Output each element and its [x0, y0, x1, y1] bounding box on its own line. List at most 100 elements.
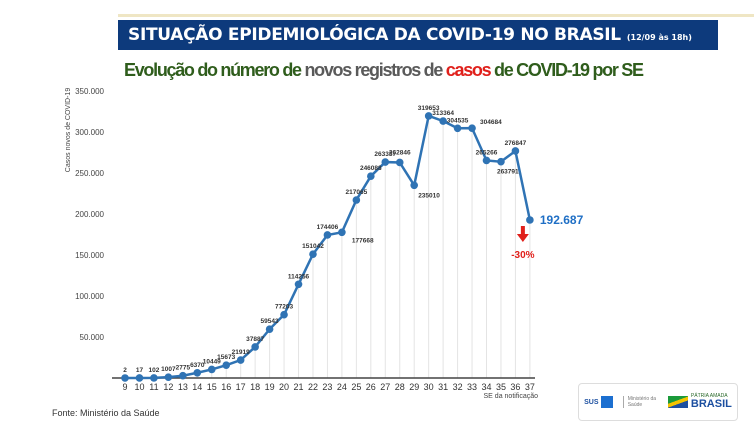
- header-bar: SITUAÇÃO EPIDEMIOLÓGICA DA COVID-19 NO B…: [118, 20, 718, 50]
- data-point: [410, 181, 419, 190]
- x-tick-label: 30: [424, 382, 434, 392]
- data-point: [265, 325, 274, 333]
- y-tick-label: 100.000: [75, 292, 104, 301]
- x-tick-label: 25: [351, 382, 361, 392]
- data-label: 177668: [352, 237, 374, 244]
- data-point: [511, 147, 520, 155]
- x-tick-label: 31: [438, 382, 448, 392]
- data-point: [381, 158, 390, 166]
- data-point: [164, 373, 173, 381]
- data-point: [193, 368, 202, 377]
- data-point: [179, 371, 187, 380]
- down-arrow-icon: [516, 234, 529, 242]
- x-axis-label: SE da notificação: [484, 393, 539, 400]
- x-tick-label: 10: [134, 382, 144, 392]
- data-point: [309, 250, 317, 258]
- ministry-logo: Ministério da Saúde: [622, 396, 658, 408]
- data-label: 304684: [480, 119, 502, 126]
- x-tick-label: 13: [178, 382, 188, 392]
- x-tick-label: 20: [279, 382, 289, 392]
- x-tick-label: 9: [122, 382, 127, 392]
- data-label: 262846: [389, 149, 411, 156]
- data-point: [338, 228, 346, 237]
- y-axis-label: Casos novos de COVID-19: [65, 88, 72, 173]
- data-point: [367, 172, 375, 181]
- data-label: 114256: [288, 273, 310, 280]
- data-label: 6370: [190, 362, 205, 369]
- data-point: [453, 124, 462, 133]
- data-point: [526, 216, 534, 224]
- x-tick-label: 37: [525, 382, 535, 392]
- data-label: 174406: [317, 224, 339, 231]
- data-label: 37887: [246, 336, 264, 343]
- y-tick-label: 200.000: [75, 210, 104, 219]
- subtitle-highlight: casos: [445, 60, 492, 80]
- data-point: [424, 112, 433, 120]
- x-tick-label: 34: [481, 382, 491, 392]
- data-label: 235010: [418, 192, 440, 199]
- data-label: 102: [148, 367, 159, 374]
- subtitle-part: novos registros de: [304, 60, 446, 80]
- data-point: [121, 374, 129, 382]
- data-label: 10449: [203, 358, 221, 365]
- data-point: [395, 158, 404, 167]
- data-point: [497, 157, 505, 166]
- x-tick-label: 19: [265, 382, 275, 392]
- data-label: 21919: [232, 349, 250, 356]
- x-tick-label: 33: [467, 382, 477, 392]
- data-label: 246088: [360, 165, 382, 172]
- data-point: [352, 196, 361, 204]
- data-label: 1007: [161, 366, 176, 373]
- data-point: [135, 374, 144, 382]
- source-note: Fonte: Ministério da Saúde: [52, 408, 160, 418]
- data-label: 17: [136, 367, 144, 374]
- data-label: 77203: [275, 304, 293, 311]
- data-point: [439, 117, 447, 125]
- y-tick-label: 50.000: [80, 333, 105, 342]
- data-label: 151042: [302, 243, 324, 250]
- x-tick-label: 32: [453, 382, 463, 392]
- x-tick-label: 12: [163, 382, 173, 392]
- data-label: 217065: [346, 189, 368, 196]
- subtitle-part: de COVID-19 por SE: [490, 60, 644, 80]
- y-tick-label: 350.000: [75, 87, 104, 96]
- x-tick-label: 11: [149, 382, 158, 392]
- x-tick-label: 22: [308, 382, 318, 392]
- data-label: 263791: [497, 169, 519, 176]
- data-point: [468, 124, 476, 132]
- x-tick-label: 35: [496, 382, 506, 392]
- x-tick-label: 36: [510, 382, 520, 392]
- data-point: [323, 231, 332, 239]
- data-point: [150, 374, 158, 382]
- data-label: 2: [123, 367, 127, 374]
- data-label: 265266: [476, 149, 498, 156]
- data-point: [294, 280, 303, 289]
- data-point: [251, 343, 259, 351]
- page-date: (12/09 às 18h): [626, 32, 692, 42]
- data-label: 313364: [432, 110, 454, 117]
- data-point: [207, 365, 216, 374]
- x-tick-label: 18: [250, 382, 260, 392]
- data-point: [236, 356, 245, 364]
- data-label: 59543: [261, 318, 279, 325]
- x-tick-label: 23: [322, 382, 332, 392]
- data-label: 263337: [374, 151, 396, 158]
- brasil-logo: PÁTRIA AMADA BRASIL: [667, 394, 732, 410]
- y-tick-label: 250.000: [75, 169, 104, 178]
- page-title: SITUAÇÃO EPIDEMIOLÓGICA DA COVID-19 NO B…: [128, 25, 621, 45]
- x-tick-label: 17: [236, 382, 246, 392]
- chart-subtitle: Evolução do número de novos registros de…: [124, 60, 644, 81]
- sus-logo: SUS: [584, 396, 613, 408]
- x-tick-label: 15: [207, 382, 217, 392]
- x-tick-label: 29: [409, 382, 419, 392]
- y-tick-label: 300.000: [75, 128, 104, 137]
- subtitle-part: Evolução do número de: [124, 60, 305, 80]
- x-tick-label: 21: [294, 382, 304, 392]
- data-point: [222, 361, 231, 369]
- x-tick-label: 16: [221, 382, 231, 392]
- data-label: 304535: [447, 117, 469, 124]
- data-label: 15673: [217, 354, 235, 361]
- x-tick-label: 27: [380, 382, 390, 392]
- data-label: 319653: [418, 105, 440, 112]
